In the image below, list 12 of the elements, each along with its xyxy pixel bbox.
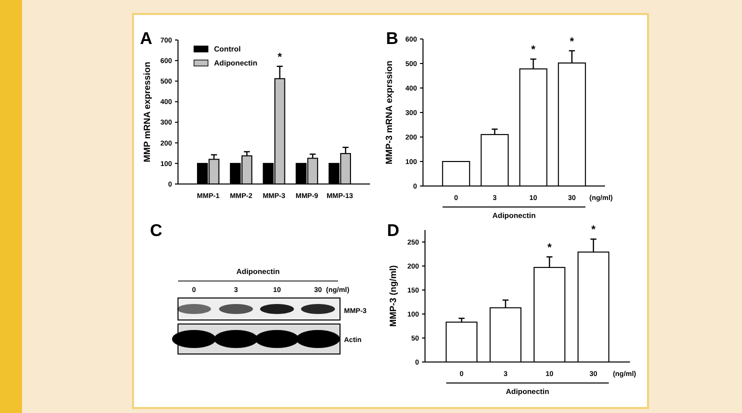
annotation: *: [531, 44, 536, 56]
y-axis-title: MMP-3 (ng/ml): [388, 265, 398, 327]
chart-title: B: [386, 29, 398, 48]
annotation: *: [591, 224, 596, 236]
annotation: *: [570, 36, 575, 48]
annotation: *: [547, 242, 552, 254]
annotation: *: [278, 51, 283, 64]
text: C: [150, 221, 162, 240]
y-axis-title: MMP mRNA expression: [142, 62, 152, 162]
chart-title: D: [387, 221, 400, 240]
y-axis-title: MMP-3 mRNA exprssion: [384, 60, 394, 164]
chart-title: A: [140, 29, 152, 48]
